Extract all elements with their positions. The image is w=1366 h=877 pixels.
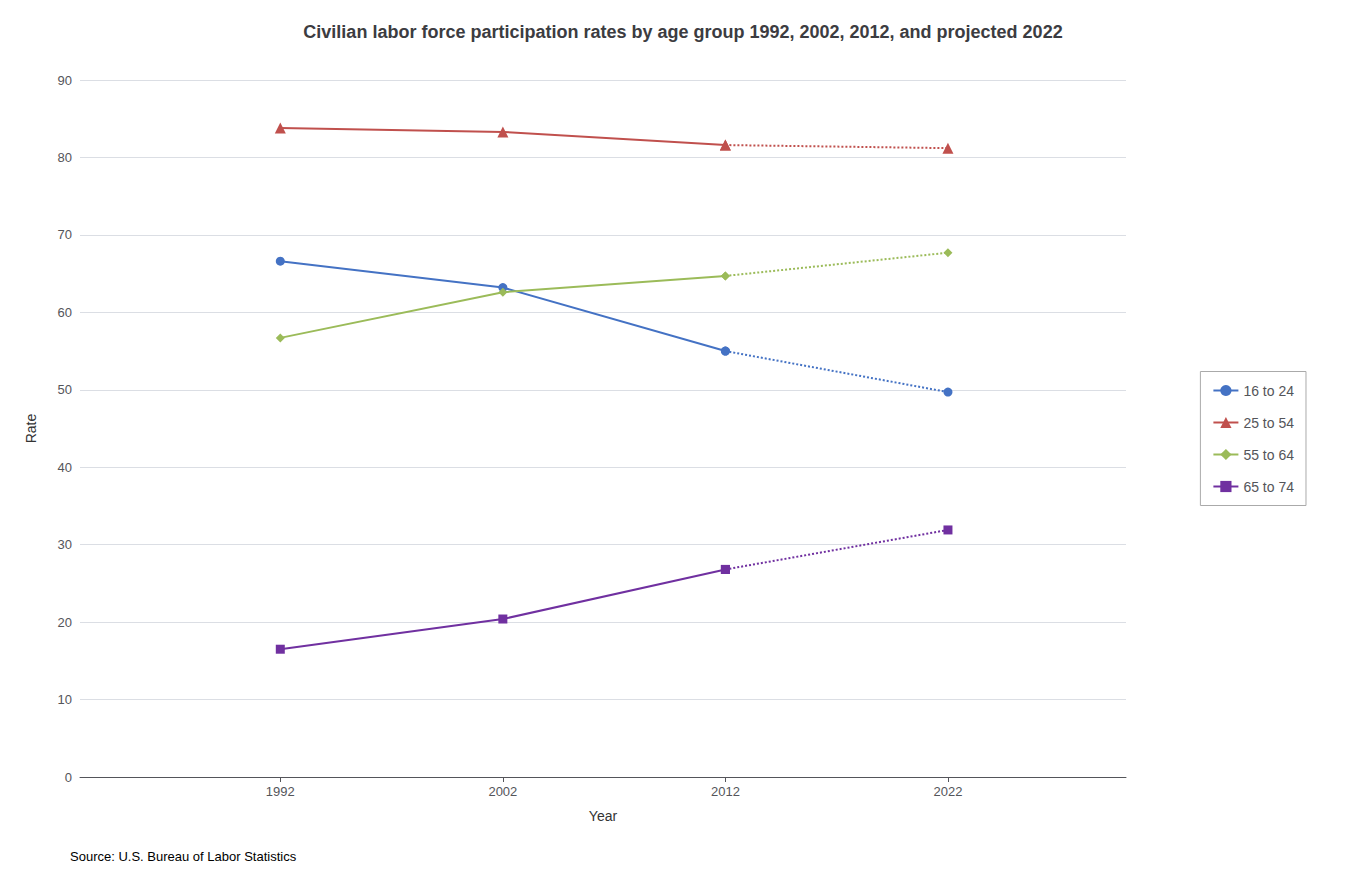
svg-text:10: 10 xyxy=(58,692,72,707)
svg-text:65 to 74: 65 to 74 xyxy=(1243,479,1294,495)
svg-text:70: 70 xyxy=(58,227,72,242)
svg-text:2012: 2012 xyxy=(711,784,740,799)
svg-text:50: 50 xyxy=(58,382,72,397)
svg-text:20: 20 xyxy=(58,615,72,630)
svg-text:16 to 24: 16 to 24 xyxy=(1243,383,1294,399)
svg-text:60: 60 xyxy=(58,305,72,320)
svg-text:40: 40 xyxy=(58,460,72,475)
svg-text:90: 90 xyxy=(58,73,72,88)
svg-text:80: 80 xyxy=(58,150,72,165)
svg-text:Rate: Rate xyxy=(23,414,39,444)
svg-text:Year: Year xyxy=(589,808,618,824)
svg-text:30: 30 xyxy=(58,537,72,552)
svg-text:Source: U.S. Bureau of Labor S: Source: U.S. Bureau of Labor Statistics xyxy=(70,849,297,864)
svg-text:25 to 54: 25 to 54 xyxy=(1243,415,1294,431)
svg-text:2022: 2022 xyxy=(933,784,962,799)
svg-text:2002: 2002 xyxy=(488,784,517,799)
svg-text:1992: 1992 xyxy=(266,784,295,799)
svg-text:55 to 64: 55 to 64 xyxy=(1243,447,1294,463)
svg-text:Civilian labor force participa: Civilian labor force participation rates… xyxy=(303,22,1062,42)
svg-text:0: 0 xyxy=(65,770,72,785)
